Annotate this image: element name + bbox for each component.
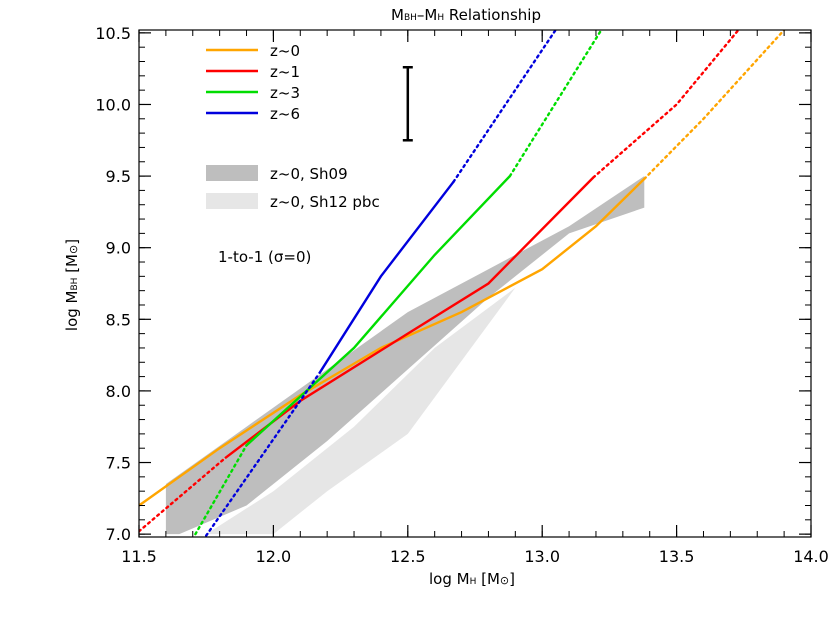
y-tick-label-4: 9.0 <box>106 239 131 258</box>
series-1-dotted-high <box>592 30 740 179</box>
y-tick-label-5: 9.5 <box>106 167 131 186</box>
y-tick-label-6: 10.0 <box>95 95 131 114</box>
legend-label-band-1: z~0, Sh12 pbc <box>270 193 380 211</box>
plot-frame <box>138 29 812 538</box>
series-group <box>139 30 786 537</box>
legend-label-0: z~0 <box>270 42 300 60</box>
legend-label-1: z~1 <box>270 63 300 81</box>
annotation-one-to-one: 1-to-1 (σ=0) <box>218 248 311 266</box>
y-tick-label-7: 10.5 <box>95 24 131 43</box>
x-axis-label: log MH [M⊙] <box>429 570 515 588</box>
x-tick-label-2: 12.5 <box>390 547 426 566</box>
series-1-dotted-low <box>139 457 227 533</box>
legend-label-band-0: z~0, Sh09 <box>270 165 348 183</box>
band-0 <box>165 176 645 535</box>
legend-label-3: z~6 <box>270 105 300 123</box>
series-2-solid <box>245 175 511 447</box>
y-tick-label-3: 8.5 <box>106 310 131 329</box>
error-bar <box>402 65 413 142</box>
legend: z~0 z~1 z~3 z~6 z~0, Sh09 z~0, Sh12 pbc <box>206 42 380 211</box>
legend-swatch-band-1 <box>206 193 258 209</box>
y-tick-label-2: 8.0 <box>106 382 131 401</box>
series-2-dotted-high <box>508 30 603 178</box>
series-3-solid <box>318 181 455 375</box>
series-2-dotted-low <box>194 444 248 536</box>
chart-title: MBH–MH Relationship <box>391 6 541 24</box>
band-1 <box>206 287 516 535</box>
y-tick-label-0: 7.0 <box>106 525 131 544</box>
series-3-dotted-high <box>452 30 557 184</box>
series-3-dotted-low <box>204 372 321 537</box>
x-tick-label-1: 12.0 <box>256 547 292 566</box>
y-tick-label-1: 7.5 <box>106 454 131 473</box>
x-tick-label-4: 13.5 <box>659 547 695 566</box>
legend-swatch-band-0 <box>206 165 258 181</box>
y-axis-label: log MBH [M⊙] <box>63 239 81 331</box>
x-tick-label-0: 11.5 <box>121 547 157 566</box>
legend-label-2: z~3 <box>270 84 300 102</box>
axes: 11.5 12.0 12.5 13.0 13.5 14.0 7.0 7.5 8.0 8.5 9.0 9… <box>95 24 828 566</box>
series-0-solid <box>139 178 646 507</box>
x-tick-label-5: 14.0 <box>793 547 829 566</box>
series-0-dotted-high <box>643 30 786 181</box>
bands-group <box>165 176 645 535</box>
x-tick-label-3: 13.0 <box>524 547 560 566</box>
